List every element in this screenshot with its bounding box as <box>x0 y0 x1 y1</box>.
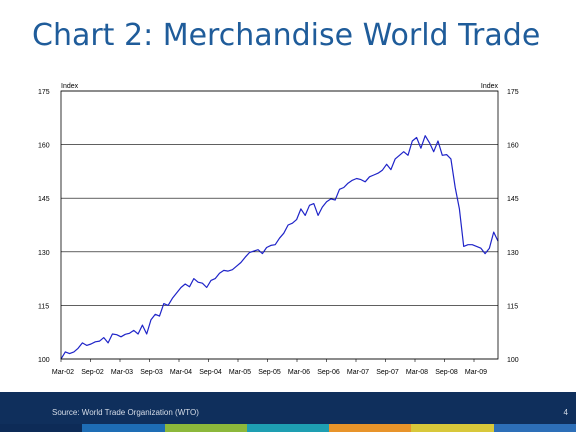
left-axis-label: Index <box>61 83 79 90</box>
color-strip-segment <box>246 424 330 432</box>
right-axis-label: Index <box>481 83 499 90</box>
y-tick-label-left: 145 <box>38 196 50 203</box>
y-tick-label-left: 130 <box>38 250 50 257</box>
x-tick-label: Sep-05 <box>258 369 281 376</box>
y-axis-ticks: 100 100 115 115 130 130 145 145 160 160 175 175 <box>38 89 519 364</box>
y-tick-label-left: 160 <box>38 143 50 150</box>
x-tick-label: Sep-08 <box>435 369 458 376</box>
y-tick-label-left: 100 <box>38 357 50 364</box>
color-strip-segment <box>164 424 247 432</box>
y-tick-label-left: 175 <box>38 89 50 96</box>
color-strip-segment <box>0 424 83 432</box>
y-tick-label-right: 175 <box>507 89 519 96</box>
slide-title: Chart 2: Merchandise World Trade <box>32 18 541 53</box>
x-tick-label: Mar-08 <box>406 369 428 376</box>
y-tick-label-left: 115 <box>38 303 49 310</box>
x-tick-label: Sep-07 <box>376 369 399 376</box>
x-tick-label: Sep-03 <box>140 369 163 376</box>
color-strip-segment <box>329 424 412 432</box>
x-tick-label: Mar-02 <box>52 369 74 376</box>
x-tick-label: Sep-02 <box>81 369 104 376</box>
gridlines <box>61 90 498 360</box>
color-strip-segment <box>82 424 165 432</box>
x-tick-label: Mar-09 <box>465 369 487 376</box>
page-number: 4 <box>563 408 568 417</box>
footer-color-strip <box>0 424 576 432</box>
color-strip-segment <box>411 424 494 432</box>
y-tick-label-right: 130 <box>507 250 519 257</box>
color-strip-segment <box>493 424 576 432</box>
x-tick-label: Mar-07 <box>347 369 369 376</box>
x-tick-label: Sep-04 <box>199 369 222 376</box>
plot-frame <box>60 90 499 360</box>
x-axis-ticks: Mar-02 Sep-02 Mar-03 Sep-03 Mar-04 Sep-04 Mar-… <box>52 359 487 376</box>
source-note: Source: World Trade Organization (WTO) <box>52 408 199 417</box>
x-tick-label: Mar-05 <box>229 369 251 376</box>
y-tick-label-right: 145 <box>507 196 519 203</box>
merchandise-trade-index-line <box>60 135 499 360</box>
y-tick-label-right: 115 <box>507 303 518 310</box>
x-tick-label: Mar-06 <box>288 369 310 376</box>
slide-footer: Source: World Trade Organization (WTO) 4 <box>0 392 576 424</box>
y-tick-label-right: 160 <box>507 143 519 150</box>
x-tick-label: Mar-03 <box>111 369 133 376</box>
y-tick-label-right: 100 <box>507 357 519 364</box>
x-tick-label: Sep-06 <box>317 369 340 376</box>
x-tick-label: Mar-04 <box>170 369 192 376</box>
